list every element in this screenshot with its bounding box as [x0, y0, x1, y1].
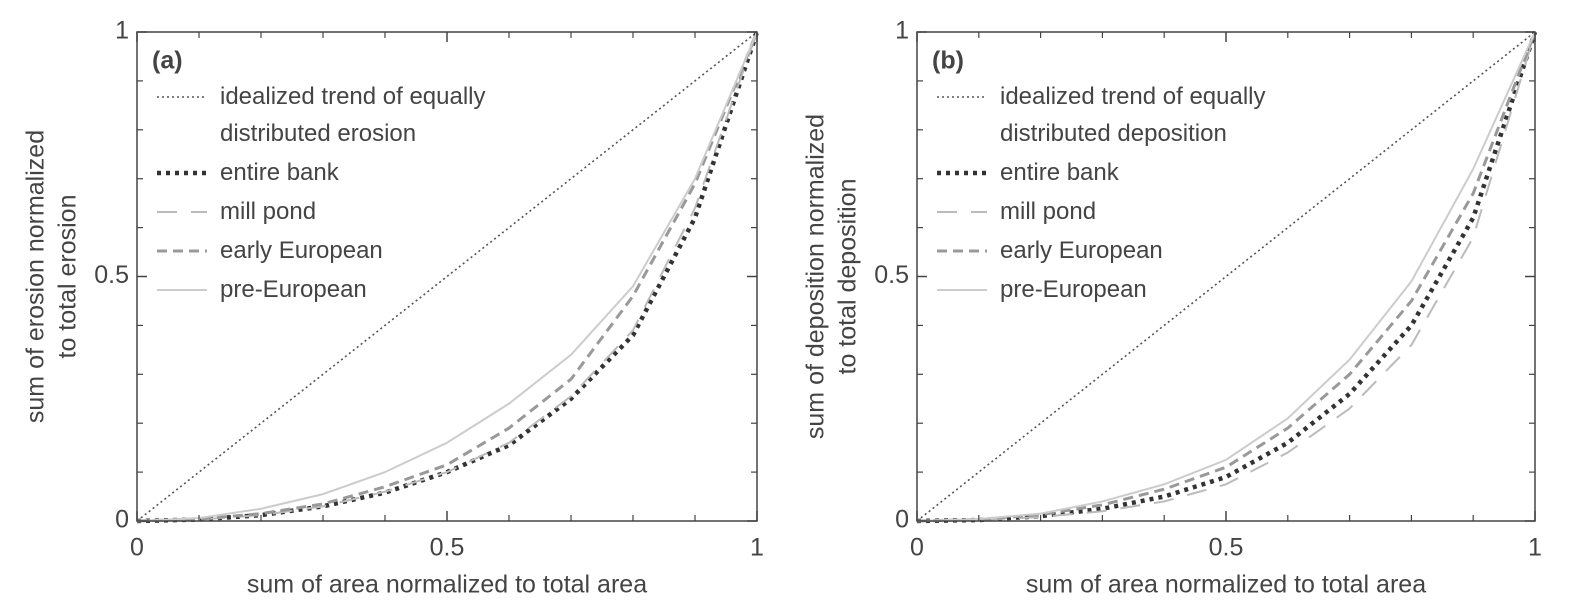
y-tick-label: 0.5 [94, 261, 129, 289]
legend-label: pre-European [220, 276, 367, 303]
x-axis-label: sum of area normalized to total area [1026, 571, 1426, 599]
x-tick-label: 0 [910, 534, 924, 562]
series-line [916, 31, 1538, 524]
legend-label: early European [1000, 237, 1163, 264]
y-tick-label: 0 [895, 506, 909, 534]
series-line [136, 31, 758, 522]
y-tick-label: 1 [895, 17, 909, 45]
legend-label: pre-European [1000, 276, 1147, 303]
y-axis-label: sum of erosion normalized [22, 130, 50, 423]
x-tick-label: 0 [130, 534, 144, 562]
series-line [136, 31, 758, 522]
x-tick-label: 0.5 [430, 534, 465, 562]
y-axis-label: sum of deposition normalized [802, 114, 830, 439]
legend-label: mill pond [1000, 198, 1097, 225]
y-axis-label: to total erosion [54, 195, 82, 359]
series-line [916, 31, 1536, 522]
x-tick-label: 1 [1528, 534, 1542, 562]
y-tick-label: 0 [115, 506, 129, 534]
y-axis-label: to total deposition [834, 179, 862, 375]
legend-label: idealized trend of equally distributed d… [1000, 83, 1266, 147]
y-tick-label: 0.5 [874, 261, 909, 289]
panel-label: (b) [932, 47, 964, 75]
x-axis-label: sum of area normalized to total area [247, 571, 647, 599]
x-tick-label: 0.5 [1209, 534, 1244, 562]
legend-label: idealized trend of equally distributed e… [220, 83, 486, 147]
legend-label: early European [220, 237, 383, 264]
panel-label: (a) [152, 47, 183, 75]
x-tick-label: 1 [750, 534, 764, 562]
legend-label: entire bank [1000, 159, 1119, 186]
series-line [916, 31, 1536, 522]
series-line [916, 31, 1536, 522]
legend-label: mill pond [220, 198, 317, 225]
y-tick-label: 1 [115, 17, 129, 45]
legend-label: entire bank [220, 159, 339, 186]
series-line [136, 31, 759, 523]
